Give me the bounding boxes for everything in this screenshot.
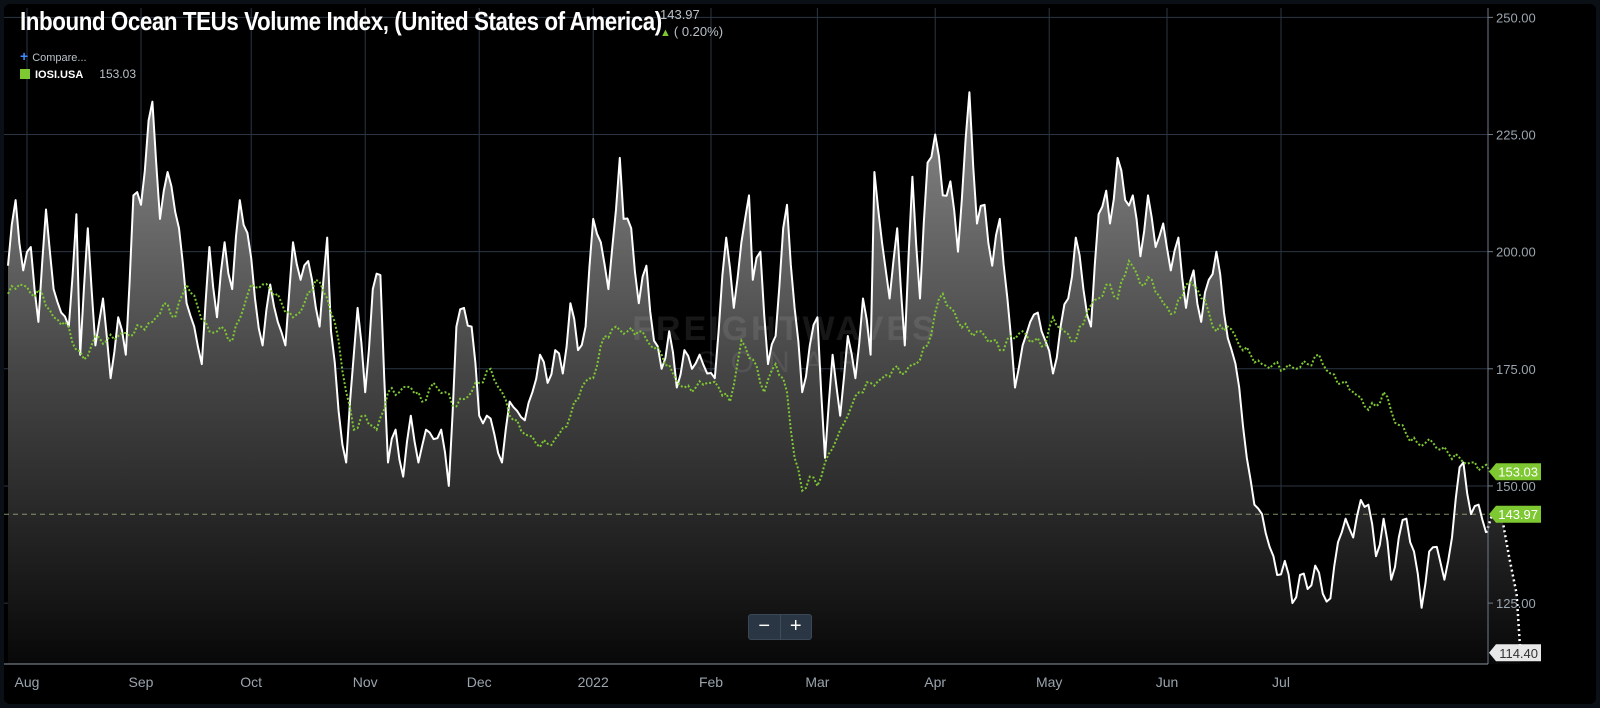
legend-series-code: IOSI.USA [35, 69, 84, 81]
x-tick-label: Jun [1156, 674, 1179, 690]
zoom-in-button[interactable]: + [789, 615, 802, 637]
x-tick-label: Oct [240, 674, 262, 690]
x-tick-label: May [1036, 674, 1062, 690]
zoom-out-button[interactable]: − [758, 615, 771, 637]
legend-item-iosi[interactable]: IOSI.USA 153.03 [20, 67, 136, 81]
change-value: ( 0.20%) [673, 24, 724, 39]
end-label-iosi-box [1489, 463, 1541, 481]
x-tick-label: Sep [129, 674, 154, 690]
legend-series-value: 153.03 [99, 67, 136, 81]
up-arrow-icon: ▲ [660, 27, 671, 39]
series-line-teus [7, 91, 1488, 609]
x-tick-label: Feb [699, 674, 723, 690]
end-label-iosi: 153.03 [1498, 465, 1538, 480]
zoom-divider [779, 615, 781, 639]
compare-button[interactable]: + Compare... [20, 48, 87, 64]
watermark: FREIGHTWAVES SONAR [632, 310, 938, 379]
y-tick-label: 150.00 [1496, 479, 1536, 494]
chart-title: Inbound Ocean TEUs Volume Index, (United… [20, 6, 662, 36]
end-label-teus: 114.40 [1499, 646, 1538, 661]
x-tick-label: Apr [924, 674, 946, 690]
x-tick-label: Jul [1272, 674, 1290, 690]
plus-icon: + [20, 48, 29, 64]
area-layer [8, 92, 1521, 665]
zoom-controls: − + [748, 614, 812, 640]
end-labels-layer: 153.03 143.97 114.40 [1489, 463, 1541, 662]
y-tick-label: 125.00 [1496, 596, 1536, 611]
watermark-brand: FREIGHTWAVES [632, 310, 938, 348]
x-tick-label: Nov [353, 674, 378, 690]
compare-label: Compare... [32, 52, 87, 64]
y-tick-label: 250.00 [1496, 10, 1536, 25]
x-tick-label: Aug [15, 674, 40, 690]
end-label-reference: 143.97 [1498, 507, 1538, 522]
x-tick-label: Mar [805, 674, 829, 690]
series-line-iosi [7, 258, 1491, 493]
x-tick-label: 2022 [578, 674, 609, 690]
y-tick-label: 175.00 [1496, 362, 1536, 377]
axis-layer: 250.00 225.00 200.00 175.00 150.00 125.00 Aug S… [4, 8, 1536, 690]
x-tick-label: Dec [467, 674, 492, 690]
y-tick-label: 225.00 [1496, 128, 1536, 143]
end-label-reference-box [1489, 505, 1541, 523]
y-tick-label: 200.00 [1496, 245, 1536, 260]
change-indicator: ▲( 0.20%) [660, 24, 723, 39]
area-fill-teus [8, 92, 1521, 665]
end-label-teus-box [1489, 644, 1541, 662]
current-value: 143.97 [660, 7, 700, 22]
legend-swatch [20, 69, 30, 79]
